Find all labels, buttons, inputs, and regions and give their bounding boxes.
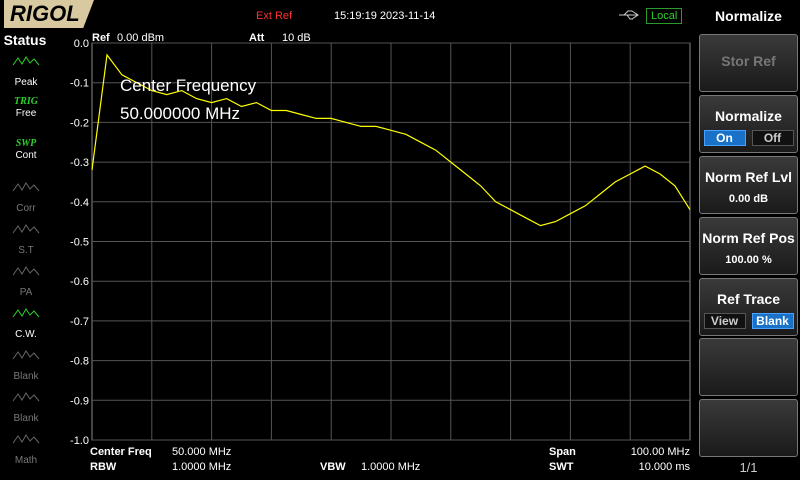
status-title: Status [3, 32, 47, 48]
y-tick-label: -0.7 [70, 316, 89, 328]
menu-button-value: 100.00 % [725, 254, 772, 266]
y-tick-label: -0.5 [70, 237, 89, 249]
status-icon [12, 266, 40, 276]
y-tick-label: -0.8 [70, 356, 89, 368]
ref-label: Ref [92, 32, 110, 44]
y-tick-label: 0.0 [74, 38, 89, 50]
menu-button-value: 0.00 dB [728, 193, 769, 205]
spectrum-plot: 0.0 -0.1 -0.2 -0.3 -0.4 -0.5 -0.6 -0.7 -0.8 -0.9 -… [70, 32, 691, 447]
menu-button-label: Ref Trace [716, 291, 781, 307]
status-icon [12, 350, 40, 360]
annotation: Center Frequency [120, 76, 257, 95]
status-item-label: Math [14, 455, 38, 466]
menu-button[interactable]: Norm Ref Lvl 0.00 dB [699, 156, 798, 214]
menu-button[interactable]: Norm Ref Pos 100.00 % [699, 217, 798, 275]
footer-value: 1.0000 MHz [361, 461, 421, 473]
status-item-label: S.T [18, 245, 34, 256]
footer-value: 10.000 ms [638, 461, 690, 473]
status-item-label: C.W. [15, 329, 37, 340]
menu-options: On Off [700, 130, 797, 146]
att-label: Att [249, 32, 265, 44]
status-item-label: Peak [14, 77, 38, 88]
menu-button[interactable] [699, 399, 798, 457]
status-item-label: Corr [16, 203, 36, 214]
status-icon [12, 224, 40, 234]
usb-icon [619, 10, 639, 20]
y-tick-label: -0.9 [70, 395, 89, 407]
ref-value: 0.00 dBm [117, 32, 164, 44]
status-item: PA [8, 264, 44, 304]
menu-option[interactable]: Off [751, 130, 794, 146]
status-item: C.W. [8, 306, 44, 346]
status-item-top: SWP [15, 138, 37, 149]
menu-button[interactable]: Normalize On Off [699, 95, 798, 153]
menu-button-label: Norm Ref Pos [702, 230, 795, 246]
status-item-label: Blank [13, 413, 39, 424]
menu-option[interactable]: Blank [751, 313, 794, 329]
y-tick-label: -0.4 [70, 197, 89, 209]
status-item-label: Cont [15, 150, 37, 161]
att-value: 10 dB [282, 32, 311, 44]
trace [91, 53, 691, 227]
y-tick-label: -1.0 [70, 435, 89, 447]
footer-label: SWT [549, 461, 574, 473]
menu-options: View Blank [700, 313, 797, 329]
status-item: S.T [8, 222, 44, 262]
menu-page: 1/1 [739, 460, 758, 475]
menu-button-label: Norm Ref Lvl [704, 169, 793, 185]
status-item-label: PA [19, 287, 33, 298]
footer-label: Span [549, 446, 576, 458]
status-icon [12, 308, 40, 318]
status-item: TRIG Free [8, 96, 44, 136]
status-icon [12, 182, 40, 192]
status-item: Peak [8, 54, 44, 94]
y-tick-label: -0.3 [70, 157, 89, 169]
datetime: 15:19:19 2023-11-14 [334, 10, 436, 22]
menu-option[interactable]: On [703, 130, 746, 146]
status-icon [12, 434, 40, 444]
footer-value: 50.000 MHz [172, 446, 232, 458]
status-item-label: Free [15, 108, 37, 119]
status-item: Corr [8, 180, 44, 220]
ref-source: Ext Ref [256, 10, 293, 22]
menu-button[interactable]: Ref Trace View Blank [699, 278, 798, 336]
status-item-top: TRIG [14, 96, 38, 107]
menu-option[interactable]: View [703, 313, 746, 329]
footer-value: 100.00 MHz [630, 446, 690, 458]
status-item-label: Blank [13, 371, 39, 382]
status-icon [12, 56, 40, 66]
status-item: SWP Cont [8, 138, 44, 178]
mode-indicator: Local [646, 8, 683, 24]
menu-button[interactable]: Stor Ref [699, 34, 798, 92]
status-icon [12, 392, 40, 402]
footer-label: RBW [90, 461, 117, 473]
y-tick-label: -0.6 [70, 276, 89, 288]
menu-title: Normalize [715, 8, 782, 24]
status-item: Math [8, 432, 44, 472]
footer-value: 1.0000 MHz [172, 461, 232, 473]
footer-label: VBW [320, 461, 346, 473]
y-tick-label: -0.1 [70, 78, 89, 90]
menu-button[interactable] [699, 338, 798, 396]
menu-button-label: Stor Ref [721, 53, 776, 69]
status-item: Blank [8, 390, 44, 430]
status-item: Blank [8, 348, 44, 388]
menu-button-label: Normalize [715, 108, 782, 124]
footer-label: Center Freq [90, 446, 152, 458]
annotation: 50.000000 MHz [120, 104, 240, 123]
logo: RIGOL [4, 0, 94, 28]
y-tick-label: -0.2 [70, 117, 89, 129]
